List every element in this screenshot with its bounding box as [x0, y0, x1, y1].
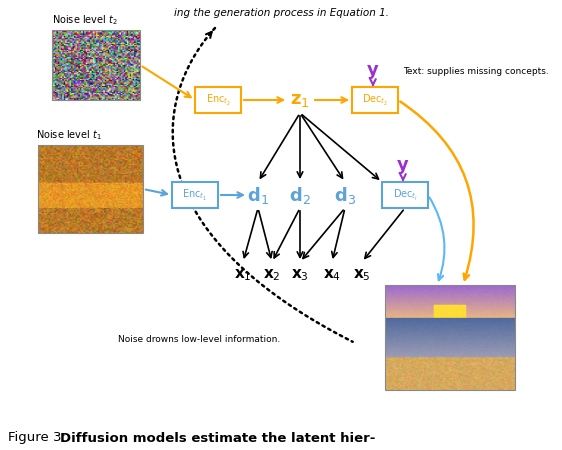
Text: $\mathbf{d}_2$: $\mathbf{d}_2$ [289, 184, 311, 206]
Bar [38, 145, 143, 233]
Text: $\mathbf{x}_4$: $\mathbf{x}_4$ [323, 267, 341, 283]
FancyBboxPatch shape [172, 182, 218, 208]
Text: Noise level $t_2$: Noise level $t_2$ [52, 13, 118, 27]
Text: $\mathbf{x}_1$: $\mathbf{x}_1$ [234, 267, 252, 283]
Text: $\mathbf{x}_2$: $\mathbf{x}_2$ [263, 267, 281, 283]
Text: $\mathbf{y}$: $\mathbf{y}$ [396, 158, 410, 176]
FancyArrowPatch shape [429, 198, 445, 280]
Bar [385, 285, 515, 390]
Text: Diffusion models estimate the latent hier-: Diffusion models estimate the latent hie… [60, 432, 375, 445]
FancyArrowPatch shape [400, 102, 474, 280]
Text: Noise level $t_1$: Noise level $t_1$ [36, 128, 102, 142]
Text: ing the generation process in Equation 1.: ing the generation process in Equation 1… [174, 8, 388, 18]
Text: $\mathbf{x}_3$: $\mathbf{x}_3$ [291, 267, 309, 283]
Text: $\mathbf{y}$: $\mathbf{y}$ [366, 63, 380, 81]
Text: Noise drowns low-level information.: Noise drowns low-level information. [118, 336, 280, 345]
Text: $\mathbf{d}_1$: $\mathbf{d}_1$ [247, 184, 269, 206]
Text: Dec$_{t_2}$: Dec$_{t_2}$ [362, 92, 388, 108]
Text: Figure 3:: Figure 3: [8, 432, 70, 445]
Text: Dec$_{t_l}$: Dec$_{t_l}$ [392, 188, 418, 203]
Text: Text: supplies missing concepts.: Text: supplies missing concepts. [403, 68, 549, 76]
Text: Enc$_{t_1}$: Enc$_{t_1}$ [183, 188, 207, 203]
FancyBboxPatch shape [382, 182, 428, 208]
FancyBboxPatch shape [352, 87, 398, 113]
Text: $\mathbf{d}_3$: $\mathbf{d}_3$ [334, 184, 356, 206]
FancyBboxPatch shape [195, 87, 241, 113]
Text: $\mathbf{z}_1$: $\mathbf{z}_1$ [290, 91, 310, 109]
Bar [52, 30, 140, 100]
Text: $\mathbf{x}_5$: $\mathbf{x}_5$ [353, 267, 371, 283]
Text: Enc$_{t_2}$: Enc$_{t_2}$ [206, 92, 230, 108]
